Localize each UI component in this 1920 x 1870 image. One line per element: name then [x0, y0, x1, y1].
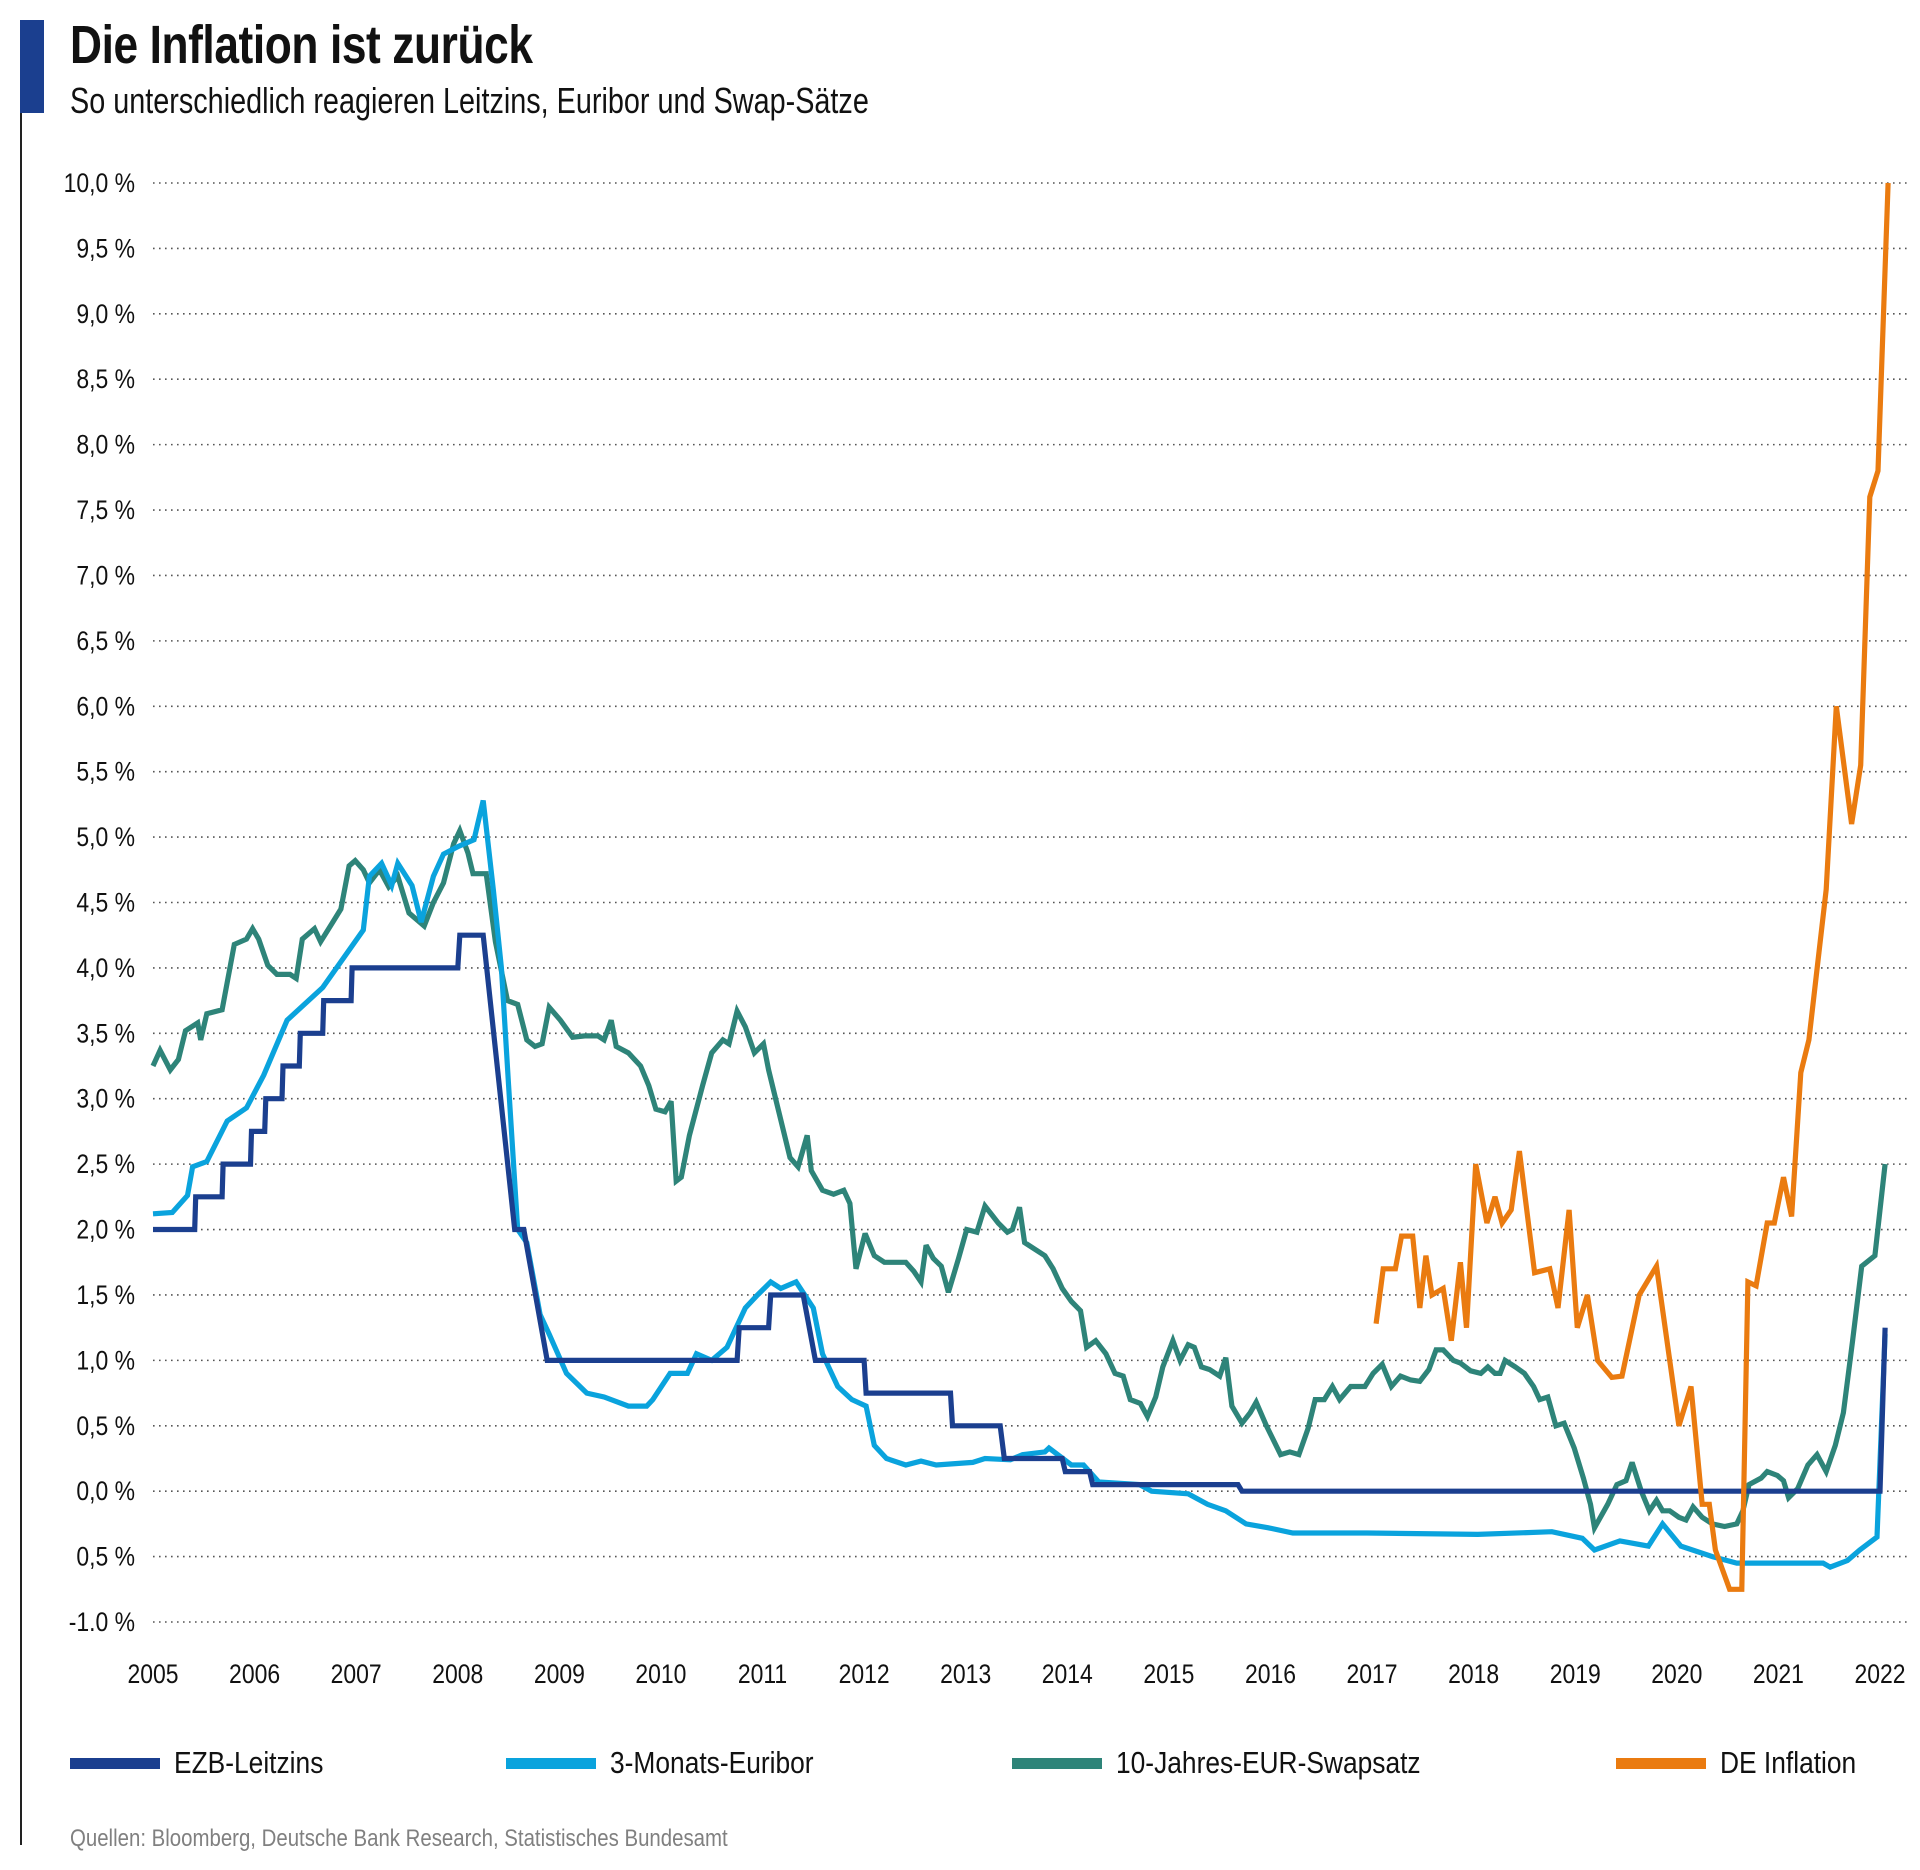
y-tick-label: 7,5 %: [76, 495, 135, 525]
x-tick-label: 2015: [1143, 1659, 1194, 1689]
y-tick-label: 6,0 %: [76, 692, 135, 722]
y-tick-label: 10,0 %: [64, 168, 135, 198]
legend-item-inflation: DE Inflation: [1616, 1745, 1880, 1781]
y-tick-label: 0,5 %: [76, 1411, 135, 1441]
series-line-ezb-leitzins: [153, 932, 1888, 1494]
y-tick-label: 3,5 %: [76, 1019, 135, 1049]
y-tick-label: 1,0 %: [76, 1346, 135, 1376]
x-tick-label: 2020: [1651, 1659, 1702, 1689]
x-tick-label: 2018: [1448, 1659, 1499, 1689]
y-tick-label: 7,0 %: [76, 561, 135, 591]
grid-lines: [153, 182, 1910, 1623]
legend-swatch: [70, 1757, 160, 1769]
y-tick-label: 5,5 %: [76, 757, 135, 787]
legend-swatch: [1012, 1757, 1102, 1769]
y-tick-label: 4,5 %: [76, 888, 135, 918]
series-line-de-inflation: [1373, 182, 1891, 1592]
x-tick-label: 2021: [1753, 1659, 1804, 1689]
x-tick-label: 2006: [229, 1659, 280, 1689]
x-tick-label: 2016: [1245, 1659, 1296, 1689]
legend-swatch: [1616, 1757, 1706, 1769]
chart-subtitle: So unterschiedlich reagieren Leitzins, E…: [70, 80, 869, 121]
legend-label: 10-Jahres-EUR-Swapsatz: [1116, 1745, 1421, 1780]
x-tick-label: 2019: [1550, 1659, 1601, 1689]
y-tick-label: 0,0 %: [76, 1476, 135, 1506]
x-tick-label: 2010: [635, 1659, 686, 1689]
x-tick-label: 2022: [1854, 1659, 1905, 1689]
y-tick-label: 1,5 %: [76, 1280, 135, 1310]
chart-title: Die Inflation ist zurück: [70, 15, 533, 75]
x-tick-label: 2011: [738, 1659, 787, 1689]
y-tick-label: 8,0 %: [76, 430, 135, 460]
legend-item-euribor: 3-Monats-Euribor: [506, 1745, 849, 1781]
x-tick-label: 2008: [432, 1659, 483, 1689]
y-tick-label: 3,0 %: [76, 1084, 135, 1114]
legend-item-swapsatz: 10-Jahres-EUR-Swapsatz: [1012, 1745, 1474, 1781]
y-tick-label: -1.0 %: [69, 1607, 135, 1637]
legend-label: 3-Monats-Euribor: [610, 1745, 814, 1780]
legend-label: EZB-Leitzins: [174, 1745, 324, 1780]
x-tick-label: 2005: [127, 1659, 178, 1689]
y-tick-label: 6,5 %: [76, 626, 135, 656]
y-tick-label: 5,0 %: [76, 822, 135, 852]
legend-label: DE Inflation: [1720, 1745, 1857, 1780]
legend-swatch: [506, 1757, 596, 1769]
x-tick-label: 2007: [331, 1659, 382, 1689]
series-line-10-jahres-eur-swapsatz: [150, 823, 1888, 1536]
y-tick-label: 9,0 %: [76, 299, 135, 329]
y-tick-label: 9,5 %: [76, 234, 135, 264]
legend-item-ezb-leitzins: EZB-Leitzins: [70, 1745, 350, 1781]
x-tick-label: 2009: [534, 1659, 585, 1689]
y-tick-label: 0,5 %: [76, 1542, 135, 1572]
source-note: Quellen: Bloomberg, Deutsche Bank Resear…: [70, 1825, 728, 1852]
series-line-3-monats-euribor: [152, 799, 1888, 1570]
series-lines: [150, 182, 1891, 1592]
y-tick-label: 8,5 %: [76, 365, 135, 395]
y-tick-label: 2,0 %: [76, 1215, 135, 1245]
x-tick-label: 2012: [839, 1659, 890, 1689]
y-tick-label: 2,5 %: [76, 1149, 135, 1179]
x-axis-ticks: 2005 2006 2007 2008 2009 2010 2011 2012 2013 2014…: [127, 1659, 1905, 1689]
y-tick-label: 4,0 %: [76, 953, 135, 983]
x-tick-label: 2013: [940, 1659, 991, 1689]
y-axis-ticks: 10,0 % 9,5 % 9,0 % 8,5 % 8,0 % 7,5 % 7,0 % 6,5 …: [64, 168, 135, 1637]
x-tick-label: 2017: [1347, 1659, 1398, 1689]
left-rule: [20, 20, 22, 1845]
x-tick-label: 2014: [1042, 1659, 1093, 1689]
title-accent-bar: [20, 20, 44, 113]
